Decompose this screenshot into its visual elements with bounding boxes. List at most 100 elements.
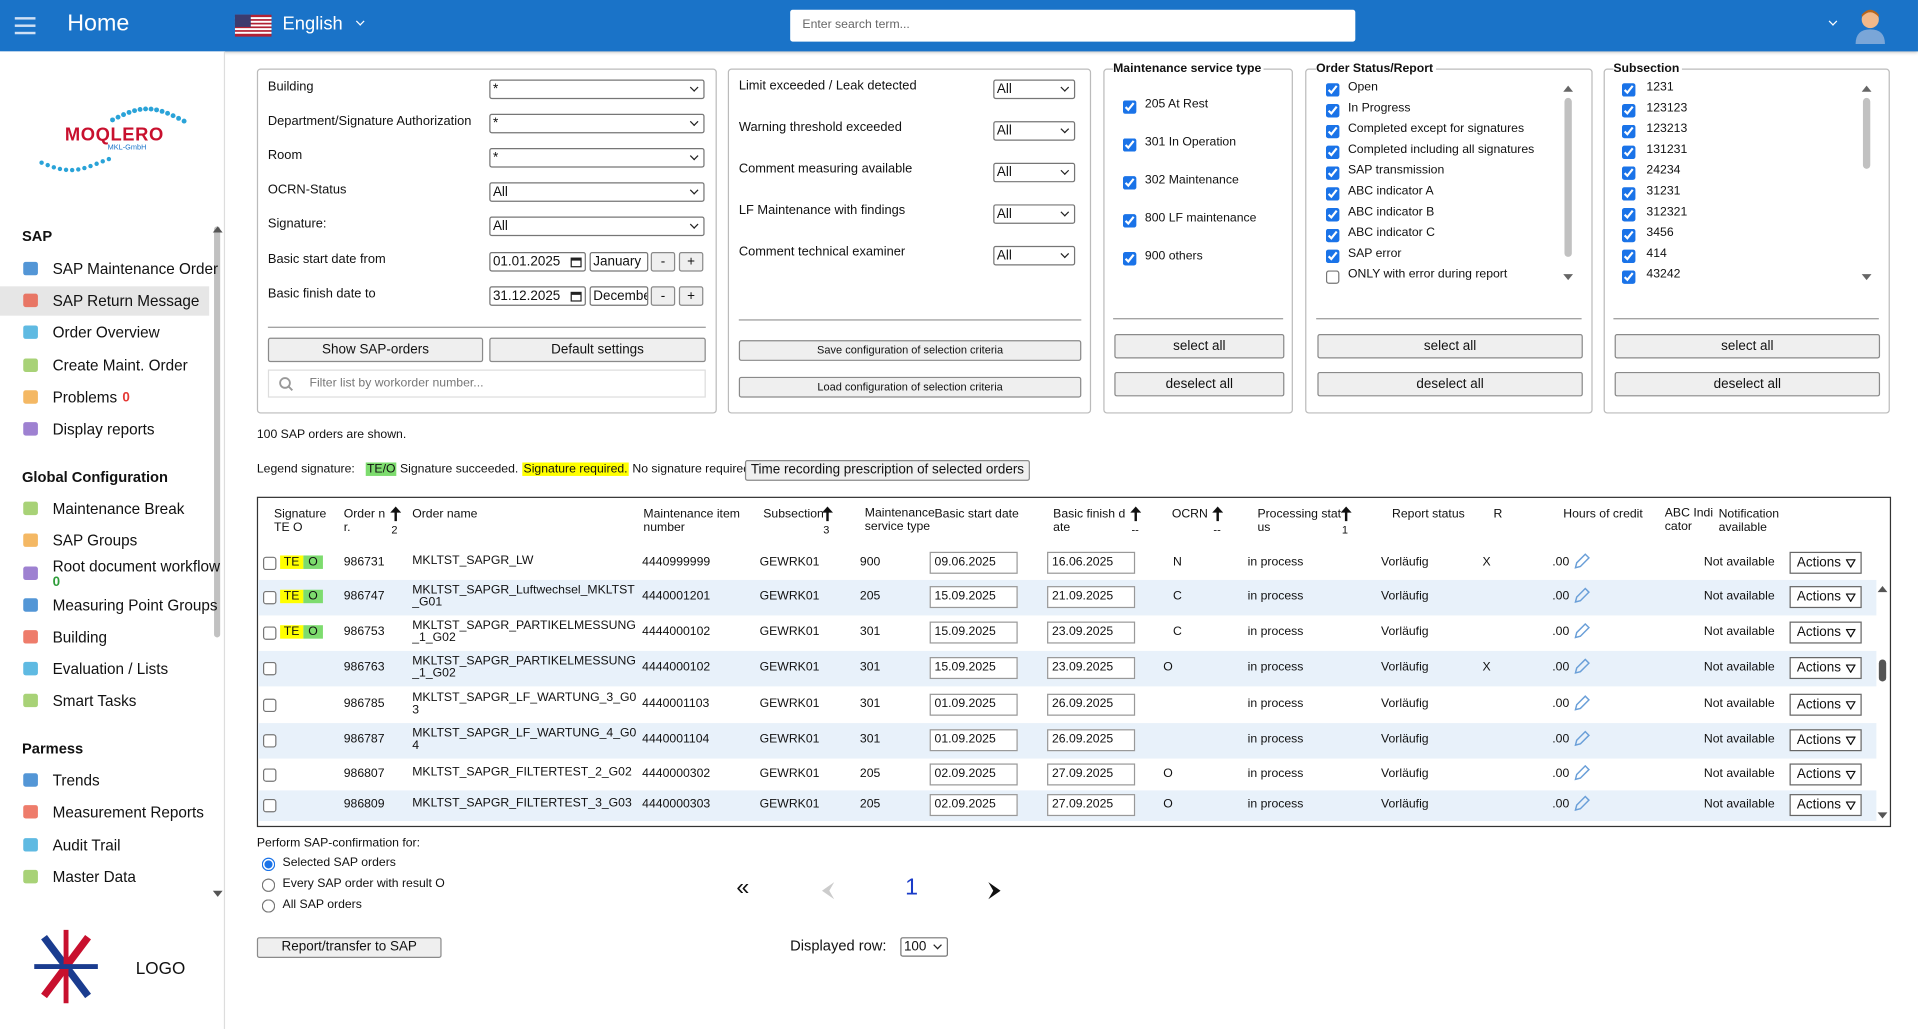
nav-item[interactable]: Maintenance Break xyxy=(53,500,185,517)
nav-item[interactable]: Smart Tasks xyxy=(53,693,137,710)
nav-item[interactable]: Measuring Point Groups xyxy=(53,597,218,614)
date-field[interactable]: 16.06.2025 xyxy=(1047,552,1135,574)
date-field[interactable]: 02.09.2025 xyxy=(930,794,1018,816)
checkbox[interactable] xyxy=(1326,146,1339,159)
checkbox[interactable] xyxy=(1123,176,1136,189)
checkbox[interactable] xyxy=(1622,270,1635,283)
button[interactable]: + xyxy=(679,286,703,306)
date-field[interactable]: 27.09.2025 xyxy=(1047,794,1135,816)
checkbox[interactable] xyxy=(1622,208,1635,221)
nav-item[interactable]: Root document workflow xyxy=(53,558,220,575)
select[interactable]: All xyxy=(993,121,1075,141)
select[interactable]: All xyxy=(993,246,1075,266)
nav-item[interactable]: Display reports xyxy=(53,421,155,438)
date-field[interactable]: 15.09.2025 xyxy=(930,586,1018,608)
button[interactable]: + xyxy=(679,252,703,272)
nav-item[interactable]: Trends xyxy=(53,772,100,789)
nav-item[interactable]: SAP Groups xyxy=(53,532,138,549)
checkbox[interactable] xyxy=(1123,214,1136,227)
checkbox[interactable] xyxy=(1123,100,1136,113)
select[interactable]: * xyxy=(489,114,704,134)
date-field[interactable]: 27.09.2025 xyxy=(1047,763,1135,785)
checkbox[interactable] xyxy=(1326,104,1339,117)
date-field[interactable]: 15.09.2025 xyxy=(930,622,1018,644)
date-field[interactable]: 21.09.2025 xyxy=(1047,586,1135,608)
button[interactable]: Report/transfer to SAP xyxy=(257,937,442,958)
row-checkbox[interactable] xyxy=(263,734,276,747)
date-field[interactable]: 26.09.2025 xyxy=(1047,729,1135,751)
nav-item[interactable]: Problems xyxy=(53,389,118,406)
checkbox[interactable] xyxy=(1622,104,1635,117)
date-field[interactable]: 23.09.2025 xyxy=(1047,622,1135,644)
row-checkbox[interactable] xyxy=(263,699,276,712)
actions-button[interactable]: Actions xyxy=(1790,729,1862,751)
checkbox[interactable] xyxy=(1622,187,1635,200)
actions-button[interactable]: Actions xyxy=(1790,763,1862,785)
actions-button[interactable]: Actions xyxy=(1790,694,1862,716)
row-checkbox[interactable] xyxy=(263,768,276,781)
date-input[interactable]: 31.12.2025 xyxy=(489,286,586,306)
row-checkbox[interactable] xyxy=(263,557,276,570)
nav-item[interactable]: Audit Trail xyxy=(53,837,121,854)
actions-button[interactable]: Actions xyxy=(1790,794,1862,816)
row-checkbox[interactable] xyxy=(263,799,276,812)
select[interactable]: All xyxy=(993,80,1075,100)
date-field[interactable]: 02.09.2025 xyxy=(930,763,1018,785)
checkbox[interactable] xyxy=(1622,250,1635,263)
actions-button[interactable]: Actions xyxy=(1790,586,1862,608)
select[interactable]: * xyxy=(489,148,704,168)
select[interactable]: All xyxy=(489,217,704,237)
checkbox[interactable] xyxy=(1326,83,1339,96)
button[interactable]: Show SAP-orders xyxy=(268,338,483,362)
checkbox[interactable] xyxy=(1326,229,1339,242)
checkbox[interactable] xyxy=(1326,270,1339,283)
page-current[interactable]: 1 xyxy=(905,875,918,902)
checkbox[interactable] xyxy=(1622,229,1635,242)
checkbox[interactable] xyxy=(1326,208,1339,221)
checkbox[interactable] xyxy=(1326,187,1339,200)
language[interactable]: English xyxy=(283,13,343,34)
select[interactable]: 100 xyxy=(900,937,948,957)
actions-button[interactable]: Actions xyxy=(1790,657,1862,679)
button[interactable]: select all xyxy=(1317,334,1582,358)
search-input[interactable]: Enter search term... xyxy=(790,10,1355,42)
filter-input[interactable]: Filter list by workorder number... xyxy=(268,369,706,397)
button[interactable]: select all xyxy=(1615,334,1880,358)
nav-item[interactable]: Evaluation / Lists xyxy=(53,661,169,678)
month-input[interactable]: December xyxy=(590,286,649,306)
actions-button[interactable]: Actions xyxy=(1790,552,1862,574)
row-checkbox[interactable] xyxy=(263,591,276,604)
checkbox[interactable] xyxy=(1123,138,1136,151)
checkbox[interactable] xyxy=(1326,166,1339,179)
button[interactable]: Default settings xyxy=(489,338,706,362)
button[interactable]: Save configuration of selection criteria xyxy=(739,340,1081,361)
date-field[interactable]: 09.06.2025 xyxy=(930,552,1018,574)
select[interactable]: All xyxy=(993,163,1075,183)
date-field[interactable]: 01.09.2025 xyxy=(930,729,1018,751)
row-checkbox[interactable] xyxy=(263,662,276,675)
button[interactable]: Time recording prescription of selected … xyxy=(745,460,1030,481)
checkbox[interactable] xyxy=(1622,166,1635,179)
radio[interactable] xyxy=(262,899,275,912)
radio[interactable] xyxy=(262,878,275,891)
button[interactable]: - xyxy=(651,252,675,272)
checkbox[interactable] xyxy=(1123,252,1136,265)
nav-item[interactable]: SAP Return Message xyxy=(53,292,200,309)
button[interactable]: select all xyxy=(1114,334,1284,358)
date-field[interactable]: 26.09.2025 xyxy=(1047,694,1135,716)
nav-item[interactable]: Master Data xyxy=(53,869,136,886)
checkbox[interactable] xyxy=(1622,125,1635,138)
nav-item[interactable]: Building xyxy=(53,629,107,646)
checkbox[interactable] xyxy=(1326,250,1339,263)
select[interactable]: All xyxy=(993,204,1075,224)
month-input[interactable]: January xyxy=(590,252,649,272)
button[interactable]: deselect all xyxy=(1114,372,1284,396)
checkbox[interactable] xyxy=(1622,83,1635,96)
checkbox[interactable] xyxy=(1622,146,1635,159)
row-checkbox[interactable] xyxy=(263,626,276,639)
date-field[interactable]: 15.09.2025 xyxy=(930,657,1018,679)
nav-item[interactable]: Order Overview xyxy=(53,324,160,341)
date-input[interactable]: 01.01.2025 xyxy=(489,252,586,272)
page-first[interactable]: « xyxy=(736,875,749,902)
select[interactable]: All xyxy=(489,182,704,202)
